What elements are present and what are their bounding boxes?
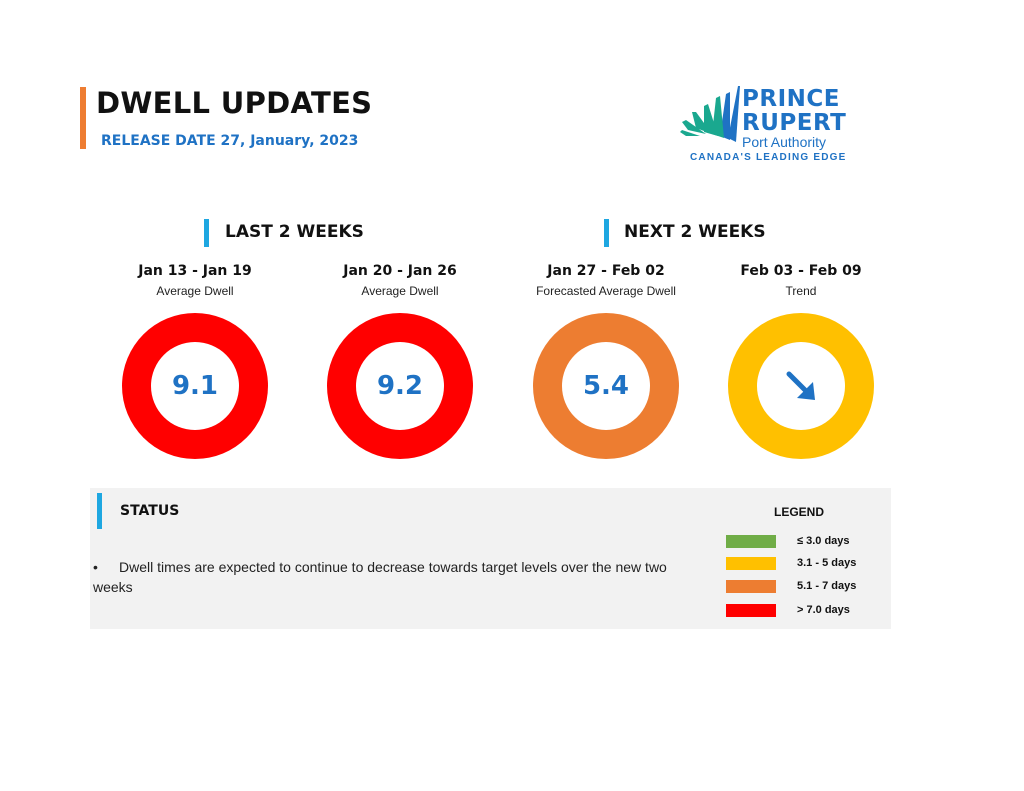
dwell-donut: 9.2 [327, 313, 473, 459]
sail-logo-icon [680, 86, 740, 142]
period-metric-label: Average Dwell [361, 284, 439, 298]
legend-item: > 7.0 days [726, 602, 850, 618]
legend-swatch [726, 556, 776, 570]
dwell-value: 9.2 [376, 371, 424, 401]
next-weeks-accent-bar [604, 219, 609, 247]
period-range: Jan 13 - Jan 19 [138, 263, 252, 279]
period-range: Feb 03 - Feb 09 [740, 263, 862, 279]
logo-line-rupert: RUPERT [742, 110, 847, 136]
legend-swatch [726, 579, 776, 593]
bullet-marker: • [93, 559, 98, 575]
legend-item: 5.1 - 7 days [726, 578, 856, 594]
period-header: Jan 20 - Jan 26 Average Dwell [300, 263, 500, 298]
status-accent-bar [97, 493, 102, 529]
forecast-donut: 5.4 [533, 313, 679, 459]
donut-center [757, 342, 845, 430]
title-accent-bar [80, 87, 86, 149]
next-two-weeks-heading: NEXT 2 WEEKS [624, 222, 766, 242]
donut-center: 9.1 [151, 342, 239, 430]
legend-item: 3.1 - 5 days [726, 555, 856, 571]
logo-tagline: CANADA'S LEADING EDGE [690, 152, 847, 163]
period-metric-label: Trend [785, 284, 817, 298]
legend-swatch [726, 534, 776, 548]
donut-center: 5.4 [562, 342, 650, 430]
period-header: Feb 03 - Feb 09 Trend [701, 263, 901, 298]
legend-title: LEGEND [774, 505, 825, 519]
legend-label: 3.1 - 5 days [797, 557, 857, 569]
arrow-down-right-icon [786, 371, 815, 400]
status-heading: STATUS [120, 503, 180, 519]
period-header: Jan 13 - Jan 19 Average Dwell [95, 263, 295, 298]
page-title: DWELL UPDATES [96, 86, 373, 120]
period-metric-label: Average Dwell [156, 284, 234, 298]
legend-label: > 7.0 days [797, 604, 850, 616]
status-bullet-item: • Dwell times are expected to continue to… [93, 557, 673, 597]
period-range: Jan 27 - Feb 02 [547, 263, 665, 279]
donut-center: 9.2 [356, 342, 444, 430]
legend-item: ≤ 3.0 days [726, 533, 850, 549]
release-date: RELEASE DATE 27, January, 2023 [101, 133, 359, 149]
logo-line-prince: PRINCE [742, 86, 840, 112]
legend-label: 5.1 - 7 days [797, 580, 857, 592]
prince-rupert-logo: PRINCE RUPERT Port Authority CANADA'S LE… [676, 80, 856, 170]
period-range: Jan 20 - Jan 26 [343, 263, 457, 279]
last-two-weeks-heading: LAST 2 WEEKS [225, 222, 364, 242]
legend-label: ≤ 3.0 days [797, 535, 850, 547]
logo-line-port-authority: Port Authority [742, 134, 827, 150]
legend-swatch [726, 603, 776, 617]
forecast-value: 5.4 [582, 371, 630, 401]
dwell-donut: 9.1 [122, 313, 268, 459]
status-text: Dwell times are expected to continue to … [93, 559, 667, 595]
last-weeks-accent-bar [204, 219, 209, 247]
dwell-value: 9.1 [171, 371, 219, 401]
trend-donut [728, 313, 874, 459]
period-metric-label: Forecasted Average Dwell [536, 284, 676, 298]
period-header: Jan 27 - Feb 02 Forecasted Average Dwell [506, 263, 706, 298]
